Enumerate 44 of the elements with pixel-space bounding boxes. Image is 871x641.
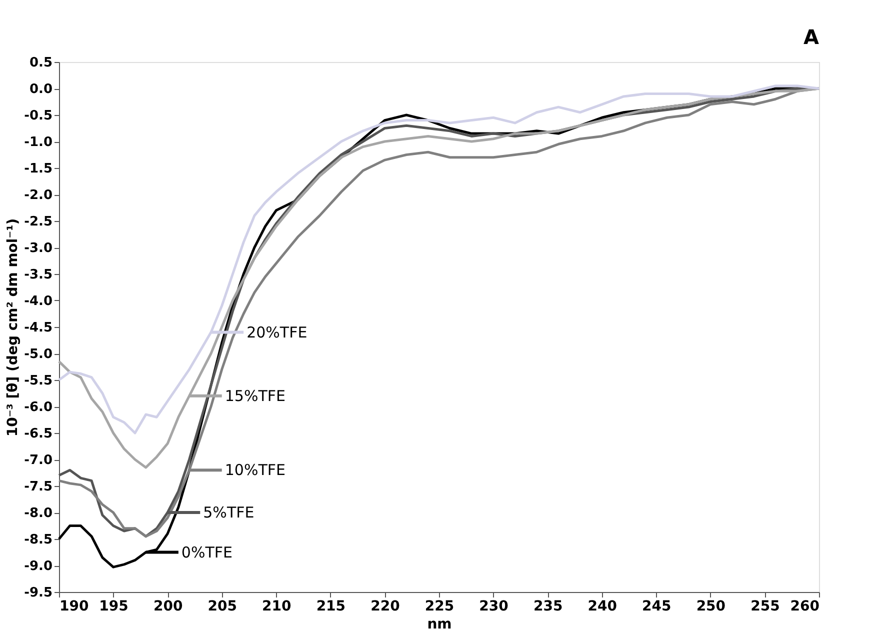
y-tick-label: -9.0 [24, 559, 52, 574]
y-tick-label: 0.0 [29, 82, 52, 97]
y-tick-label: -4.0 [24, 294, 52, 309]
y-tick-label: -0.5 [24, 108, 52, 124]
y-tick-label: -4.5 [24, 320, 52, 336]
x-tick-label: 220 [370, 598, 400, 614]
x-tick-label: 210 [262, 598, 292, 614]
y-tick-label: -5.0 [24, 347, 52, 362]
x-tick-label: 200 [153, 598, 183, 614]
x-axis-title: nm [427, 616, 452, 632]
y-tick-label: -5.5 [24, 374, 52, 388]
y-tick-label: -6.5 [24, 426, 52, 442]
y-tick-label: -8.5 [24, 532, 52, 548]
y-axis-title: 10⁻³ [θ] (deg cm² dm mol⁻¹) [5, 218, 22, 437]
y-tick-label: -1.5 [24, 162, 52, 176]
y-tick-label: -2.5 [24, 214, 52, 230]
y-tick-label: -2.0 [24, 188, 52, 203]
legend-label: 20%TFE [246, 323, 308, 342]
legend-label: 15%TFE [224, 386, 286, 405]
x-tick-label: 195 [99, 598, 128, 614]
x-tick-label: 190 [60, 598, 89, 614]
y-tick-label: 0.5 [29, 56, 52, 70]
y-tick-label: -6.0 [24, 400, 52, 415]
x-tick-label: 235 [533, 598, 563, 614]
legend-label: 5%TFE [203, 504, 254, 522]
y-tick-label: -3.0 [24, 241, 52, 256]
y-tick-label: -9.5 [24, 586, 52, 600]
legend-label: 0%TFE [181, 543, 233, 562]
x-tick-label: 230 [479, 598, 509, 614]
y-tick-label: -8.0 [24, 506, 52, 521]
x-tick-label: 240 [588, 598, 618, 614]
x-tick-label: 250 [696, 598, 726, 614]
x-tick-label: 245 [642, 598, 672, 614]
x-tick-label: 260 [790, 598, 820, 614]
legend-label: 10%TFE [224, 461, 286, 480]
text: A [804, 25, 820, 49]
x-tick-label: 205 [208, 598, 237, 614]
y-tick-label: -1.0 [24, 135, 52, 150]
y-tick-label: -7.0 [24, 453, 52, 468]
y-tick-label: -3.5 [24, 268, 52, 282]
x-tick-label: 215 [316, 598, 346, 614]
y-tick-label: -7.5 [24, 480, 52, 494]
x-tick-label: 225 [424, 598, 454, 614]
x-tick-label: 255 [750, 598, 780, 614]
